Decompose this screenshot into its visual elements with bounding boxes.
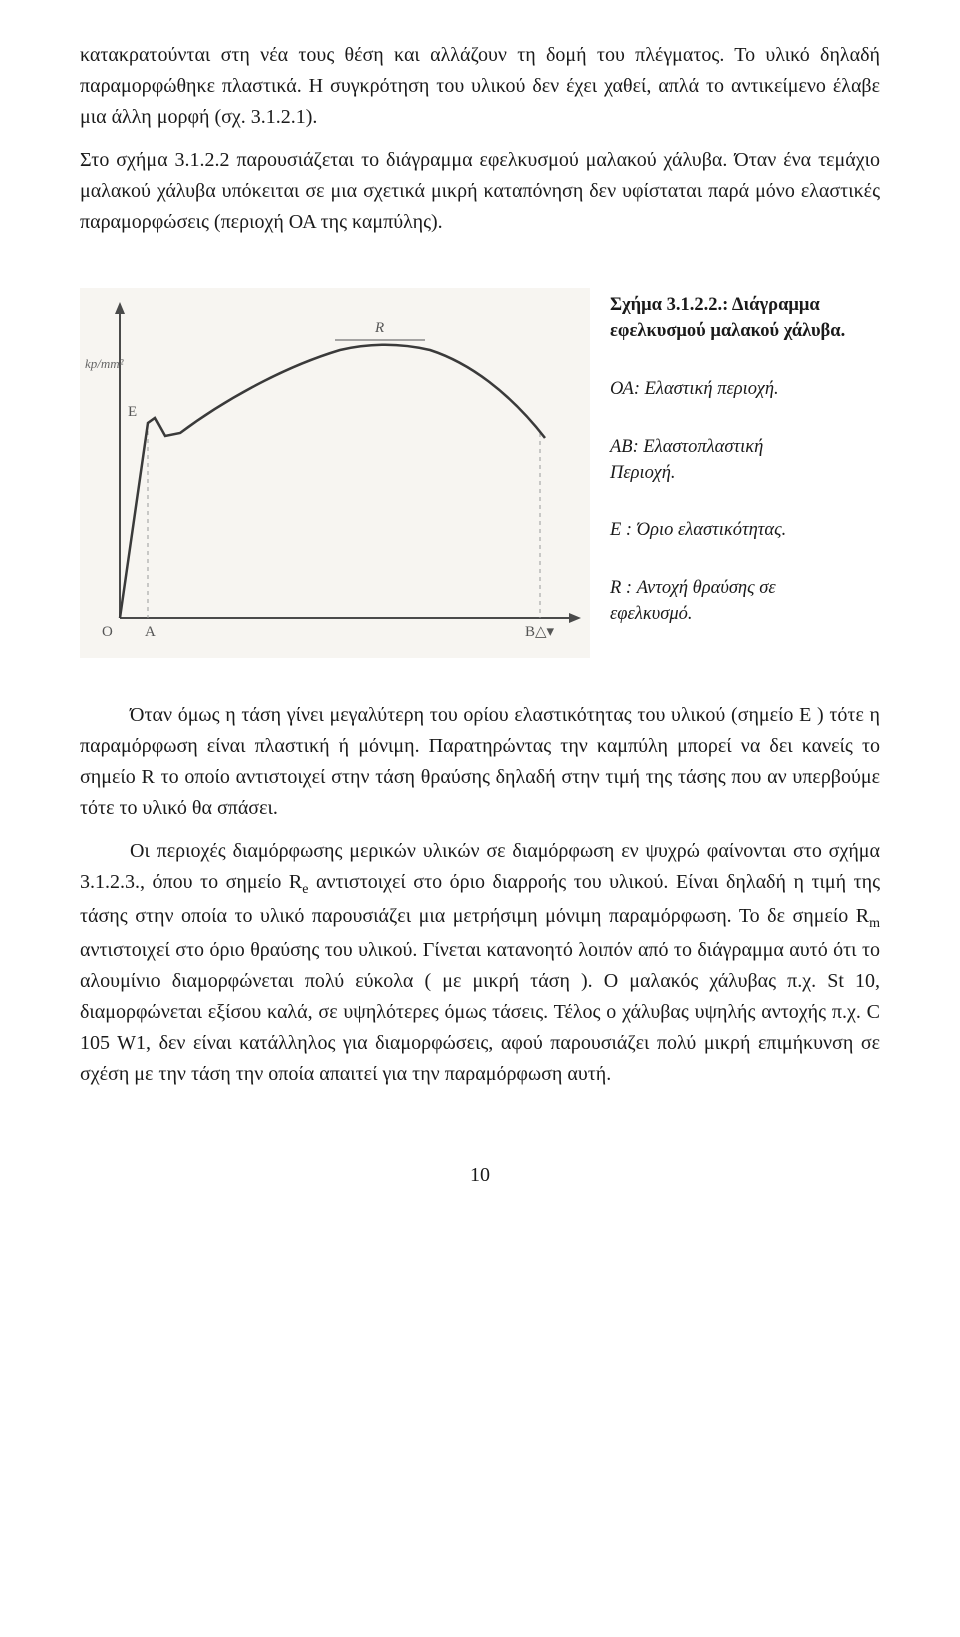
- chart-svg: kp/mm² O A B△▾ E R: [80, 288, 590, 658]
- caption-r-line2: εφελκυσμό.: [610, 604, 692, 624]
- figure-title: Σχήμα 3.1.2.2.: Διάγραμμα εφελκυσμού μαλ…: [610, 293, 880, 345]
- y-axis-label: kp/mm²: [85, 356, 125, 371]
- caption-ab-line1: ΑΒ: Ελαστοπλαστική: [610, 437, 763, 457]
- label-r: R: [374, 320, 384, 336]
- caption-oa: ΟΑ: Ελαστική περιοχή.: [610, 377, 880, 403]
- paragraph-2: Στο σχήμα 3.1.2.2 παρουσιάζεται το διάγρ…: [80, 145, 880, 238]
- figure-section: kp/mm² O A B△▾ E R Σχήμα 3.1.2.2.: Διάγρ…: [80, 288, 880, 660]
- caption-ab: ΑΒ: Ελαστοπλαστική Περιοχή.: [610, 435, 880, 487]
- label-b: B△▾: [525, 624, 555, 640]
- label-o: O: [102, 624, 113, 640]
- caption-e: Ε : Όριο ελαστικότητας.: [610, 518, 880, 544]
- chart-bg: [80, 288, 590, 658]
- caption-r: R : Αντοχή θραύσης σε εφελκυσμό.: [610, 576, 880, 628]
- label-a: A: [145, 624, 156, 640]
- caption-ab-line2: Περιοχή.: [610, 463, 676, 483]
- page-number: 10: [80, 1160, 880, 1191]
- figure-captions: Σχήμα 3.1.2.2.: Διάγραμμα εφελκυσμού μαλ…: [610, 288, 880, 660]
- paragraph-1: κατακρατούνται στη νέα τους θέση και αλλ…: [80, 40, 880, 133]
- caption-r-line1: R : Αντοχή θραύσης σε: [610, 578, 776, 598]
- paragraph-3: Όταν όμως η τάση γίνει μεγαλύτερη του ορ…: [80, 700, 880, 824]
- paragraph-4: Οι περιοχές διαμόρφωσης μερικών υλικών σ…: [80, 836, 880, 1089]
- figure-title-text: Σχήμα 3.1.2.2.: Διάγραμμα εφελκυσμού μαλ…: [610, 295, 845, 341]
- p4-part-c: αντιστοιχεί στο όριο θραύσης του υλικού.…: [80, 939, 880, 1085]
- tensile-diagram: kp/mm² O A B△▾ E R: [80, 288, 590, 658]
- p4-sub-m: m: [869, 916, 880, 931]
- label-e: E: [128, 404, 137, 420]
